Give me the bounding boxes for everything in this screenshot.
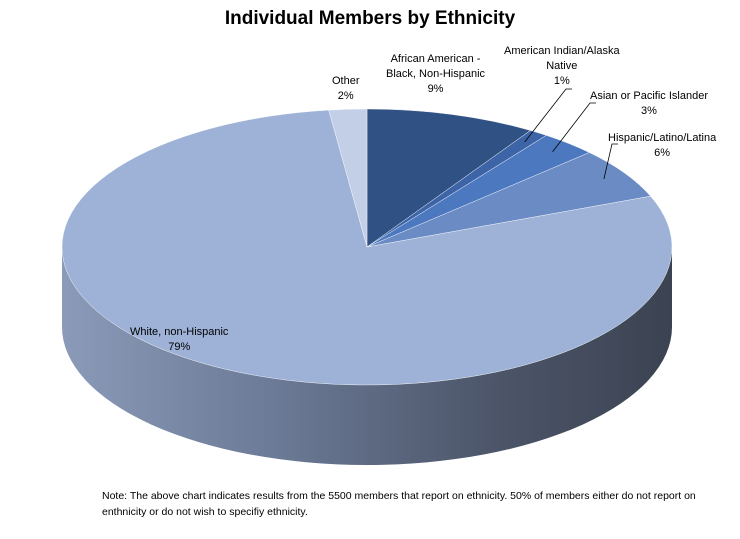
pie-side-wall: [62, 247, 672, 465]
slice-label-other: Other 2%: [332, 75, 360, 102]
pie-slice-white-non-hispanic: [61, 109, 673, 386]
pie-slice-other: [328, 108, 368, 248]
slice-label-hispanic: Hispanic/Latino/Latina 6%: [608, 132, 717, 159]
leader-line-hispanic-latino-latina: [603, 143, 618, 180]
slice-label-american-indian: American Indian/Alaska Native 1%: [504, 45, 620, 87]
slice-label-white: White, non-Hispanic 79%: [130, 326, 229, 353]
slice-label-asian: Asian or Pacific Islander 3%: [590, 90, 708, 117]
leader-line-american-indian-alaska-native: [524, 88, 572, 143]
pie-slice-african-american-black-non-hispanic: [366, 108, 531, 248]
slice-label-african-american: African American - Black, Non-Hispanic 9…: [386, 53, 486, 95]
chart-note: Note: The above chart indicates results …: [102, 490, 696, 518]
leader-line-asian-or-pacific-islander: [552, 102, 596, 153]
chart-title: Individual Members by Ethnicity: [224, 8, 516, 29]
